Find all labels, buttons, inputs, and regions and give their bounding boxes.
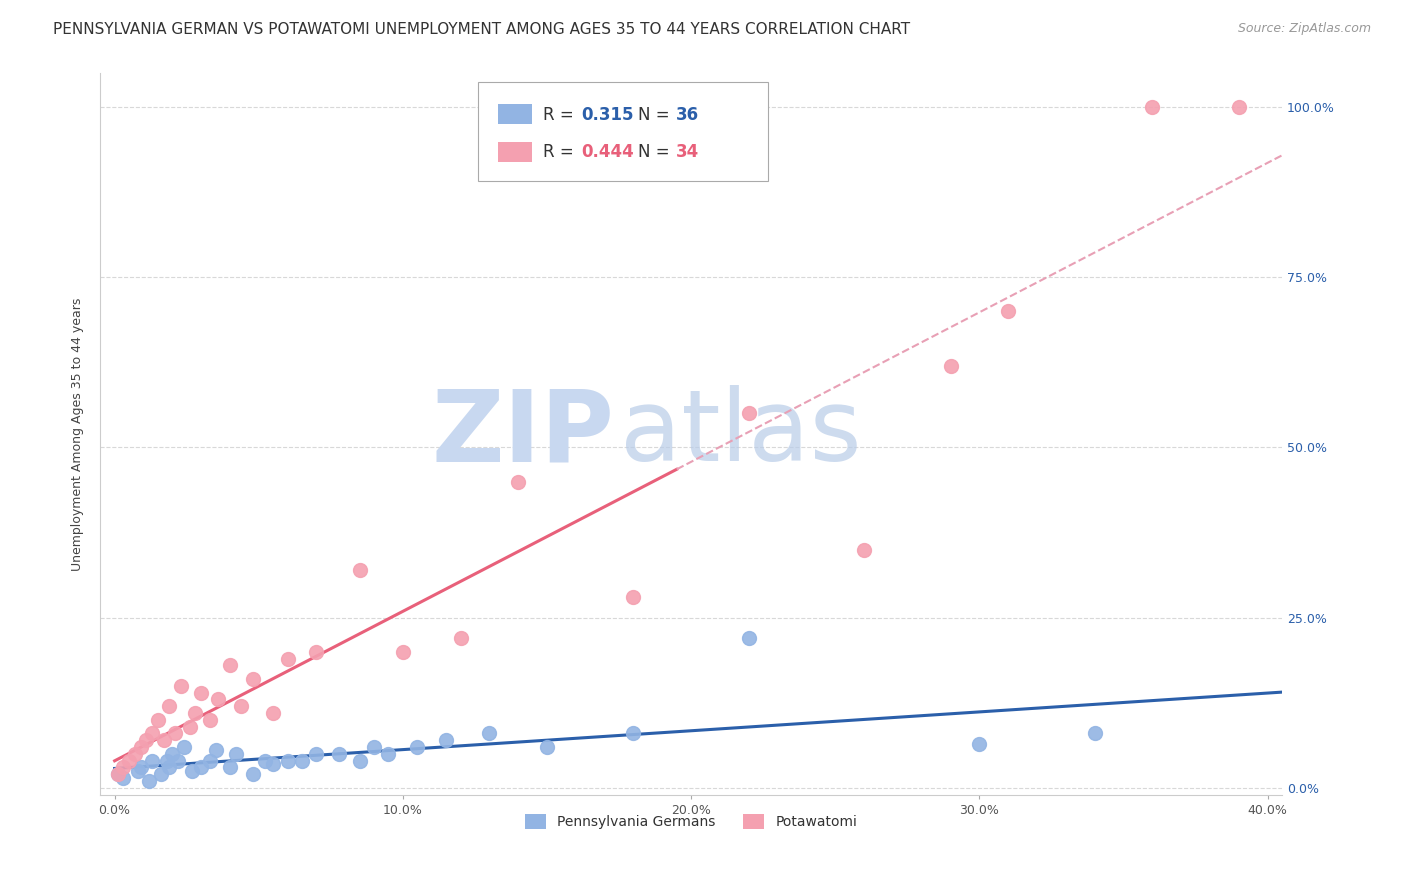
Point xyxy=(135,733,157,747)
Point xyxy=(738,631,761,645)
Point xyxy=(219,760,242,774)
Point xyxy=(231,699,253,714)
Point xyxy=(127,764,149,778)
Point xyxy=(141,726,163,740)
Point xyxy=(184,706,207,720)
Text: Source: ZipAtlas.com: Source: ZipAtlas.com xyxy=(1237,22,1371,36)
Point xyxy=(508,475,530,489)
Point xyxy=(969,737,991,751)
Point xyxy=(1142,100,1164,114)
Point xyxy=(253,754,276,768)
Point xyxy=(138,774,160,789)
Text: 36: 36 xyxy=(676,106,699,124)
Point xyxy=(738,406,761,420)
Point xyxy=(149,767,172,781)
Text: 34: 34 xyxy=(676,144,699,161)
Point xyxy=(112,760,135,774)
Text: 0.444: 0.444 xyxy=(581,144,634,161)
Point xyxy=(478,726,501,740)
Point xyxy=(152,733,174,747)
Text: R =: R = xyxy=(543,144,579,161)
Point xyxy=(129,739,152,754)
Point xyxy=(291,754,314,768)
Point xyxy=(118,754,141,768)
Text: N =: N = xyxy=(638,144,675,161)
Point xyxy=(162,747,184,761)
Point xyxy=(242,672,264,686)
Point xyxy=(107,767,129,781)
Point xyxy=(277,754,299,768)
Point xyxy=(129,760,152,774)
Legend: Pennsylvania Germans, Potawatomi: Pennsylvania Germans, Potawatomi xyxy=(520,809,863,835)
Point xyxy=(262,706,284,720)
Point xyxy=(377,747,399,761)
Text: atlas: atlas xyxy=(620,385,862,483)
Text: PENNSYLVANIA GERMAN VS POTAWATOMI UNEMPLOYMENT AMONG AGES 35 TO 44 YEARS CORRELA: PENNSYLVANIA GERMAN VS POTAWATOMI UNEMPL… xyxy=(53,22,911,37)
Point xyxy=(450,631,472,645)
Point xyxy=(434,733,457,747)
Point xyxy=(167,754,190,768)
Point xyxy=(112,771,135,785)
Text: ZIP: ZIP xyxy=(432,385,614,483)
Point xyxy=(853,542,876,557)
Point xyxy=(207,692,229,706)
Point xyxy=(198,754,221,768)
FancyBboxPatch shape xyxy=(478,82,768,181)
Point xyxy=(165,726,187,740)
Point xyxy=(146,713,169,727)
Point xyxy=(623,591,645,605)
Point xyxy=(124,747,146,761)
Point xyxy=(242,767,264,781)
Point xyxy=(363,739,385,754)
Point xyxy=(305,747,328,761)
Point xyxy=(179,720,201,734)
Point xyxy=(262,757,284,772)
Point xyxy=(107,767,129,781)
Point xyxy=(1227,100,1250,114)
Y-axis label: Unemployment Among Ages 35 to 44 years: Unemployment Among Ages 35 to 44 years xyxy=(72,297,84,571)
Point xyxy=(328,747,350,761)
Point xyxy=(392,645,415,659)
Point xyxy=(190,760,212,774)
Point xyxy=(198,713,221,727)
Point xyxy=(997,304,1019,318)
Point xyxy=(141,754,163,768)
Point xyxy=(204,743,226,757)
Point xyxy=(939,359,962,373)
Point xyxy=(305,645,328,659)
Point xyxy=(157,760,180,774)
Point xyxy=(173,739,195,754)
Point xyxy=(349,563,371,577)
Bar xyxy=(499,104,531,124)
Text: R =: R = xyxy=(543,106,579,124)
Point xyxy=(349,754,371,768)
Point xyxy=(536,739,558,754)
Point xyxy=(219,658,242,673)
Text: N =: N = xyxy=(638,106,675,124)
Text: 0.315: 0.315 xyxy=(581,106,634,124)
Point xyxy=(155,754,177,768)
Point xyxy=(157,699,180,714)
Point xyxy=(190,685,212,699)
Point xyxy=(225,747,247,761)
Point xyxy=(406,739,429,754)
Bar xyxy=(499,142,531,161)
Point xyxy=(181,764,204,778)
Point xyxy=(277,651,299,665)
Point xyxy=(623,726,645,740)
Point xyxy=(1084,726,1107,740)
Point xyxy=(170,679,193,693)
